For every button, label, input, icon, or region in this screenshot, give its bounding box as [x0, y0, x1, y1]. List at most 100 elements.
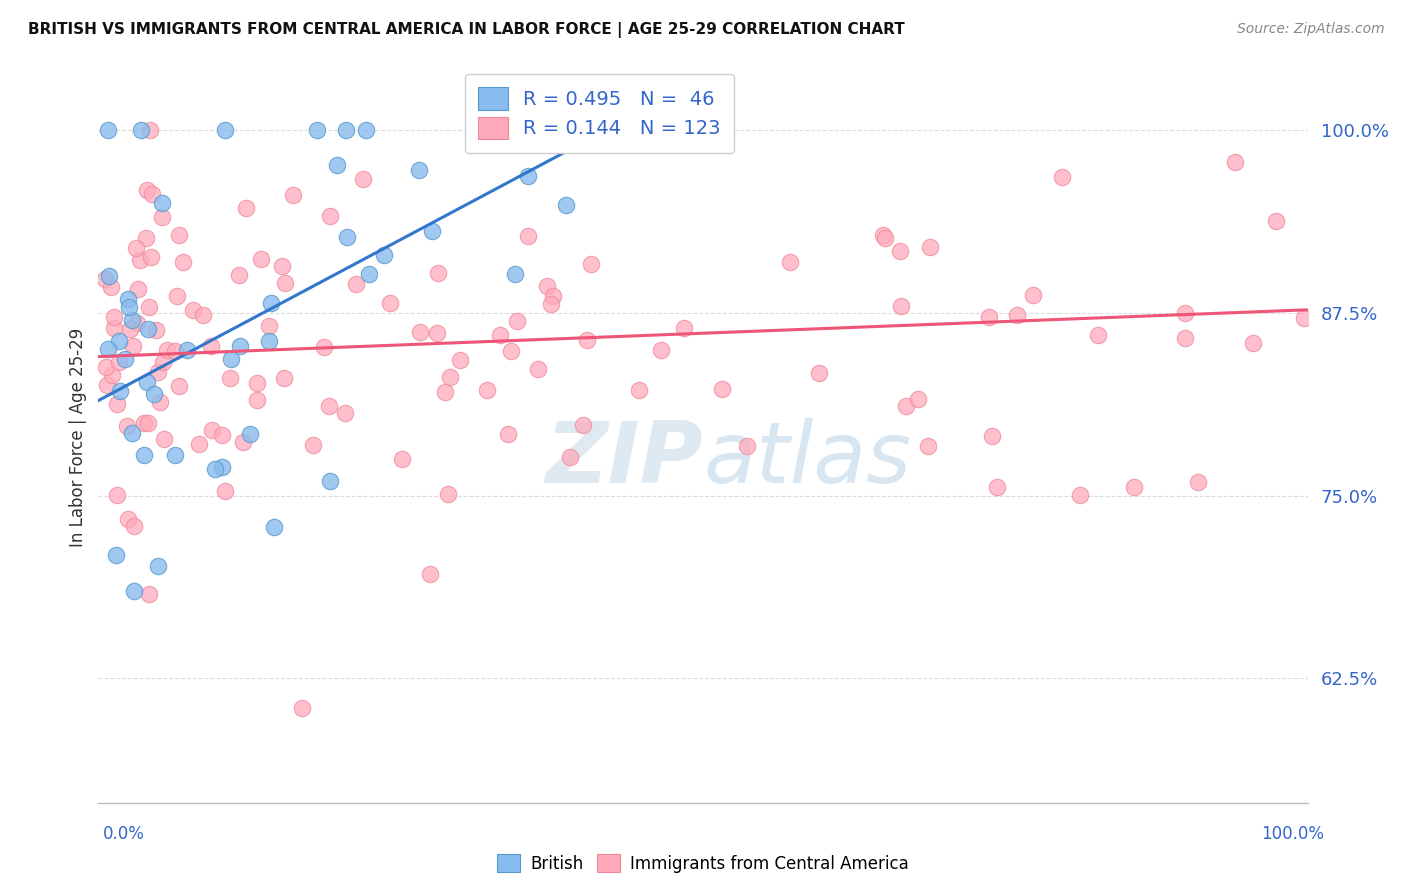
Point [527, 362, 550, 376]
Point [214, 123, 236, 137]
Text: 0.0%: 0.0% [103, 825, 145, 843]
Point [650, 343, 672, 357]
Text: 100.0%: 100.0% [1261, 825, 1324, 843]
Point [97, 343, 120, 357]
Point [889, 244, 911, 259]
Point [260, 296, 283, 310]
Point [245, 392, 267, 407]
Point [977, 310, 1000, 324]
Point [890, 299, 912, 313]
Point [274, 276, 297, 290]
Point [628, 383, 651, 397]
Point [305, 123, 328, 137]
Point [1265, 214, 1288, 228]
Point [103, 321, 125, 335]
Point [391, 452, 413, 467]
Point [138, 300, 160, 314]
Point [96, 359, 118, 374]
Point [872, 227, 894, 242]
Point [673, 321, 696, 335]
Point [541, 289, 564, 303]
Point [536, 278, 558, 293]
Point [97, 268, 120, 283]
Text: ZIP: ZIP [546, 417, 703, 500]
Point [122, 583, 145, 598]
Point [427, 266, 450, 280]
Point [214, 484, 236, 499]
Point [489, 328, 512, 343]
Y-axis label: In Labor Force | Age 25-29: In Labor Force | Age 25-29 [69, 327, 87, 547]
Point [737, 439, 759, 453]
Point [132, 448, 155, 462]
Point [506, 314, 529, 328]
Point [516, 169, 538, 184]
Point [270, 259, 292, 273]
Point [516, 123, 538, 137]
Point [129, 252, 152, 267]
Point [281, 188, 304, 202]
Point [114, 351, 136, 366]
Point [986, 480, 1008, 494]
Point [150, 211, 173, 225]
Point [420, 224, 443, 238]
Point [352, 172, 374, 186]
Point [105, 548, 128, 562]
Point [449, 352, 471, 367]
Point [896, 399, 918, 413]
Point [301, 438, 323, 452]
Point [503, 267, 526, 281]
Point [105, 397, 128, 411]
Point [1087, 328, 1109, 343]
Point [257, 334, 280, 348]
Point [920, 239, 942, 253]
Point [980, 429, 1002, 443]
Point [136, 322, 159, 336]
Point [152, 355, 174, 369]
Point [1294, 311, 1316, 326]
Point [336, 230, 359, 244]
Point [875, 231, 897, 245]
Point [245, 376, 267, 390]
Point [122, 339, 145, 353]
Point [191, 309, 214, 323]
Point [108, 334, 131, 348]
Point [779, 255, 801, 269]
Point [211, 459, 233, 474]
Point [143, 387, 166, 401]
Point [121, 313, 143, 327]
Point [172, 255, 194, 269]
Point [250, 252, 273, 266]
Point [167, 379, 190, 393]
Point [1050, 169, 1073, 184]
Point [419, 566, 441, 581]
Point [117, 512, 139, 526]
Point [546, 123, 568, 137]
Point [132, 416, 155, 430]
Point [571, 417, 593, 432]
Point [131, 123, 153, 137]
Point [229, 339, 252, 353]
Point [135, 375, 157, 389]
Point [145, 323, 167, 337]
Point [357, 267, 380, 281]
Point [475, 383, 498, 397]
Point [319, 210, 342, 224]
Point [439, 369, 461, 384]
Point [138, 123, 160, 137]
Point [127, 316, 149, 330]
Point [121, 425, 143, 440]
Point [108, 384, 131, 398]
Point [219, 370, 242, 384]
Point [122, 518, 145, 533]
Point [579, 257, 602, 271]
Point [166, 289, 188, 303]
Point [319, 474, 342, 488]
Point [496, 427, 519, 442]
Point [344, 277, 367, 291]
Point [118, 322, 141, 336]
Point [136, 416, 159, 430]
Point [200, 339, 222, 353]
Point [181, 302, 204, 317]
Point [807, 366, 830, 380]
Point [273, 371, 295, 385]
